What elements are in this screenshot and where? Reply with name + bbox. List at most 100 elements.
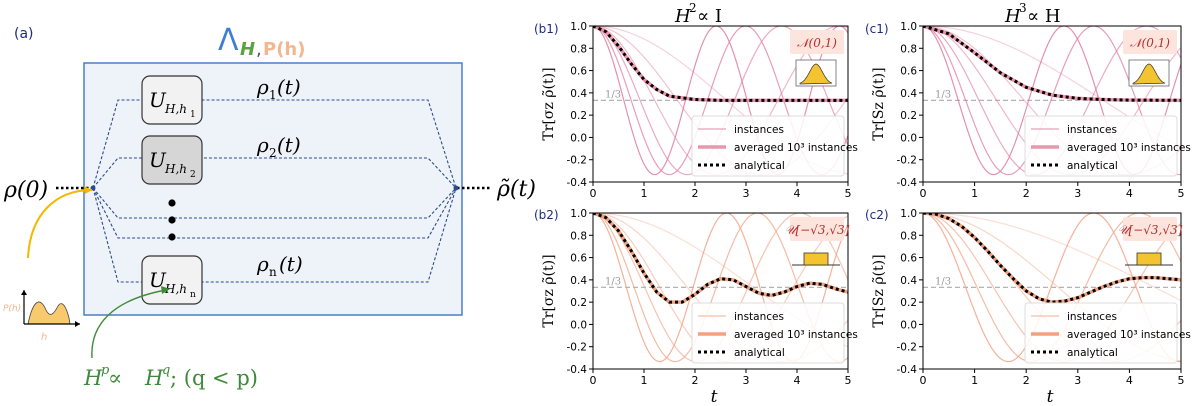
- instance-curve-c1-4: [923, 26, 1181, 176]
- svg-text:q: q: [162, 363, 170, 378]
- normal-inset-curve-b1: [799, 63, 833, 85]
- svg-text:1: 1: [190, 110, 196, 120]
- lambda-sub-H: H: [240, 39, 255, 60]
- distribution-label-bg-b2: [790, 217, 844, 241]
- y-tick-label-b1-4: 0.4: [570, 88, 587, 100]
- y-tick-label-b2-7: 1.0: [570, 208, 587, 220]
- inset-ylabel: P(h): [3, 304, 21, 314]
- x-label-c: t: [1047, 387, 1054, 406]
- x-tick-label-c1-0: 0: [920, 187, 927, 200]
- svg-text:2: 2: [269, 146, 277, 160]
- y-tick-label-b2-0: -0.4: [567, 364, 588, 376]
- legend-label-b1-0: instances: [734, 124, 784, 136]
- panel-label-b1: (b1): [534, 22, 559, 36]
- legend-label-b1-1: averaged 10³ instances: [734, 142, 858, 154]
- svg-text:3: 3: [1019, 1, 1027, 15]
- svg-text:U: U: [149, 268, 167, 292]
- legend-box-c1: [1024, 115, 1178, 177]
- analytical-curve-b1: [593, 26, 848, 102]
- y-axis-label-b2: Tr[σz ρ̃(t)]: [541, 254, 557, 327]
- legend-box-c2: [1024, 302, 1178, 364]
- unitary-n: U H,h n: [141, 255, 203, 305]
- x-tick-label-b1-2: 2: [692, 187, 699, 200]
- svg-text:2: 2: [190, 170, 196, 180]
- svg-text:H: H: [83, 366, 103, 390]
- svg-text:H,h: H,h: [164, 162, 187, 176]
- y-tick-label-c2-3: 0.2: [900, 297, 917, 309]
- y-tick-label-c2-1: -0.2: [897, 342, 918, 354]
- x-tick-label-c2-5: 5: [1178, 374, 1185, 387]
- legend-label-b2-0: instances: [734, 311, 784, 323]
- y-tick-label-c2-7: 1.0: [900, 208, 917, 220]
- panel-label-c1: (c1): [865, 22, 889, 36]
- x-tick-label-c1-3: 3: [1074, 187, 1081, 200]
- constraint-arrowhead: [161, 286, 170, 294]
- normal-inset-curve-c1: [1132, 63, 1166, 85]
- legend-label-c2-2: analytical: [1067, 347, 1118, 359]
- x-tick-label-c1-1: 1: [971, 187, 978, 200]
- x-tick-label-c2-3: 3: [1074, 374, 1081, 387]
- y-tick-label-b1-7: 1.0: [570, 21, 587, 33]
- x-tick-label-b1-0: 0: [590, 187, 597, 200]
- chart-b1: (b1) Tr[σz ρ̃(t)] 0 1 2 3 4 5 -0.4 -0.2 0.0 0.2 0.4 0…: [534, 21, 858, 200]
- ellipsis-dots: [168, 199, 176, 241]
- x-tick-label-c1-5: 5: [1178, 187, 1185, 200]
- svg-text:∝: ∝: [108, 366, 122, 390]
- reference-label-c2: 1/3: [935, 276, 951, 287]
- svg-text:H: H: [674, 6, 691, 27]
- x-tick-label-b1-5: 5: [845, 187, 852, 200]
- svg-text:1: 1: [269, 88, 277, 102]
- x-label-b: t: [711, 387, 718, 406]
- x-tick-label-b2-4: 4: [794, 374, 801, 387]
- reference-label-c1: 1/3: [935, 89, 951, 100]
- svg-text:n: n: [190, 290, 196, 300]
- x-tick-label-b1-1: 1: [641, 187, 648, 200]
- svg-text:∝ I: ∝ I: [697, 6, 722, 27]
- inset-xlabel: h: [41, 332, 47, 343]
- reference-label-b1: 1/3: [605, 89, 621, 100]
- uniform-inset-box-b2: [803, 252, 829, 266]
- svg-text:∝ H: ∝ H: [1027, 6, 1061, 27]
- axes-frame-c2: [922, 212, 1182, 370]
- y-tick-label-b2-4: 0.4: [570, 275, 587, 287]
- distribution-label-c2: 𝒰[−√3,√3]: [1118, 223, 1183, 237]
- branch-path-mid2: [92, 187, 457, 239]
- probability-arrowhead: [84, 186, 92, 194]
- y-tick-label-c1-5: 0.6: [900, 66, 917, 78]
- axes-frame-b1: [592, 25, 849, 183]
- x-tick-label-b2-5: 5: [845, 374, 852, 387]
- y-tick-label-b1-5: 0.6: [570, 66, 587, 78]
- branch-path-n: [92, 187, 457, 283]
- y-tick-label-c1-4: 0.4: [900, 88, 917, 100]
- x-tick-label-c2-2: 2: [1023, 374, 1030, 387]
- x-tick-label-c1-4: 4: [1126, 187, 1133, 200]
- column-title-c: H 3 ∝ H: [1004, 1, 1061, 27]
- svg-text:n: n: [269, 265, 277, 279]
- legend-label-c2-1: averaged 10³ instances: [1067, 329, 1191, 341]
- chart-c2: (c2) Tr[Sz ρ̃(t)] 0 1 2 3 4 5 -0.4 -0.2 0.0 0.2 0.4 0…: [865, 208, 1191, 387]
- output-state: ρ̃(t): [496, 177, 536, 202]
- probability-arrow: [27, 189, 93, 259]
- constraint-text: H p ∝ H q ; (q < p): [83, 363, 258, 390]
- instance-curve-c2-5: [923, 213, 1181, 363]
- svg-text:U: U: [149, 148, 167, 172]
- averaged-curve-c2: [923, 213, 1181, 304]
- svg-text:2: 2: [689, 1, 697, 15]
- distribution-label-b2: 𝒰[−√3,√3]: [785, 223, 850, 237]
- panel-label-c2: (c2): [865, 208, 889, 222]
- unitary-2: U H,h 2: [141, 135, 203, 185]
- rho-1: ρ 1 (t): [256, 75, 301, 102]
- y-tick-label-c2-2: 0.0: [900, 319, 917, 331]
- chart-b2: (b2) Tr[σz ρ̃(t)] 0 1 2 3 4 5 -0.4 -0.2 0.0 0.2 0.4 0…: [534, 208, 858, 387]
- x-tick-label-b2-2: 2: [692, 374, 699, 387]
- x-tick-label-c2-0: 0: [920, 374, 927, 387]
- panel-a: (a) Λ H , P(h) ρ(0) ρ̃(t) U H,h 1: [3, 23, 536, 390]
- rho-n: ρ n (t): [256, 252, 303, 279]
- legend-label-b1-2: analytical: [734, 160, 785, 172]
- x-tick-label-c1-2: 2: [1023, 187, 1030, 200]
- x-tick-label-b1-4: 4: [794, 187, 801, 200]
- chart-c1: (c1) Tr[Sz ρ̃(t)] 0 1 2 3 4 5 -0.4 -0.2 0.0 0.2 0.4 0…: [865, 21, 1191, 200]
- lambda-symbol: Λ: [218, 23, 239, 58]
- legend-label-c1-0: instances: [1067, 124, 1117, 136]
